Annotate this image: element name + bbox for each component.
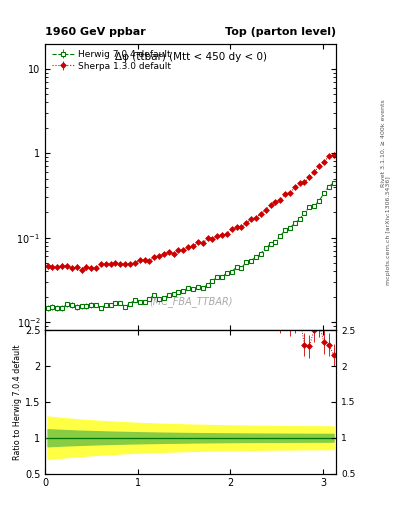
Text: Top (parton level): Top (parton level) [225, 27, 336, 37]
Text: Δφ (t̅tbar) (Mtt < 450 dy < 0): Δφ (t̅tbar) (Mtt < 450 dy < 0) [115, 52, 266, 62]
Y-axis label: Ratio to Herwig 7.0.4 default: Ratio to Herwig 7.0.4 default [13, 344, 22, 460]
Text: 1960 GeV ppbar: 1960 GeV ppbar [45, 27, 146, 37]
Text: (MC_FBA_TTBAR): (MC_FBA_TTBAR) [149, 296, 232, 307]
Text: Rivet 3.1.10, ≥ 400k events: Rivet 3.1.10, ≥ 400k events [381, 99, 386, 187]
Legend: Herwig 7.0.4 default, Sherpa 1.3.0 default: Herwig 7.0.4 default, Sherpa 1.3.0 defau… [50, 48, 173, 72]
Text: mcplots.cern.ch [arXiv:1306.3436]: mcplots.cern.ch [arXiv:1306.3436] [386, 176, 391, 285]
